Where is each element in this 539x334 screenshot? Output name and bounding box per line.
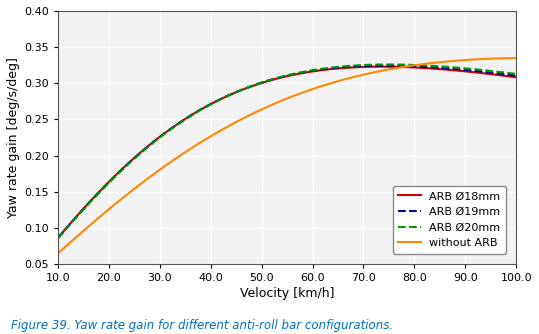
ARB Ø20mm: [275, 75, 281, 79]
without ARB: [303, 90, 309, 94]
ARB Ø20mm: [503, 71, 509, 75]
ARB Ø18mm: [303, 70, 309, 74]
ARB Ø18mm: [54, 236, 61, 240]
ARB Ø19mm: [382, 63, 388, 67]
Line: ARB Ø18mm: ARB Ø18mm: [58, 67, 516, 238]
ARB Ø20mm: [303, 69, 309, 73]
ARB Ø19mm: [431, 65, 438, 69]
ARB Ø18mm: [328, 67, 334, 71]
ARB Ø19mm: [272, 76, 279, 80]
Text: Figure 39. Yaw rate gain for different anti-roll bar configurations.: Figure 39. Yaw rate gain for different a…: [11, 319, 393, 332]
ARB Ø18mm: [378, 65, 384, 69]
ARB Ø19mm: [275, 76, 281, 80]
ARB Ø19mm: [328, 66, 334, 70]
ARB Ø20mm: [272, 76, 279, 80]
Legend: ARB Ø18mm, ARB Ø19mm, ARB Ø20mm, without ARB: ARB Ø18mm, ARB Ø19mm, ARB Ø20mm, without…: [393, 186, 506, 254]
ARB Ø20mm: [54, 236, 61, 240]
without ARB: [328, 81, 334, 85]
without ARB: [272, 101, 279, 105]
ARB Ø18mm: [431, 67, 438, 71]
without ARB: [502, 56, 508, 60]
Line: ARB Ø19mm: ARB Ø19mm: [58, 65, 516, 238]
without ARB: [54, 252, 61, 256]
ARB Ø20mm: [328, 66, 334, 70]
ARB Ø20mm: [513, 72, 520, 76]
X-axis label: Velocity [km/h]: Velocity [km/h]: [240, 287, 334, 300]
ARB Ø18mm: [513, 75, 520, 79]
ARB Ø18mm: [503, 74, 509, 78]
ARB Ø19mm: [503, 72, 509, 76]
Line: ARB Ø20mm: ARB Ø20mm: [58, 64, 516, 238]
ARB Ø19mm: [513, 74, 520, 78]
ARB Ø18mm: [272, 77, 279, 81]
ARB Ø18mm: [275, 76, 281, 80]
ARB Ø19mm: [303, 70, 309, 74]
Y-axis label: Yaw rate gain [deg/s/deg]: Yaw rate gain [deg/s/deg]: [7, 57, 20, 218]
without ARB: [430, 61, 437, 65]
Line: without ARB: without ARB: [58, 58, 516, 254]
without ARB: [513, 56, 520, 60]
ARB Ø20mm: [385, 62, 392, 66]
ARB Ø20mm: [431, 64, 438, 68]
ARB Ø19mm: [54, 236, 61, 240]
without ARB: [275, 100, 281, 104]
